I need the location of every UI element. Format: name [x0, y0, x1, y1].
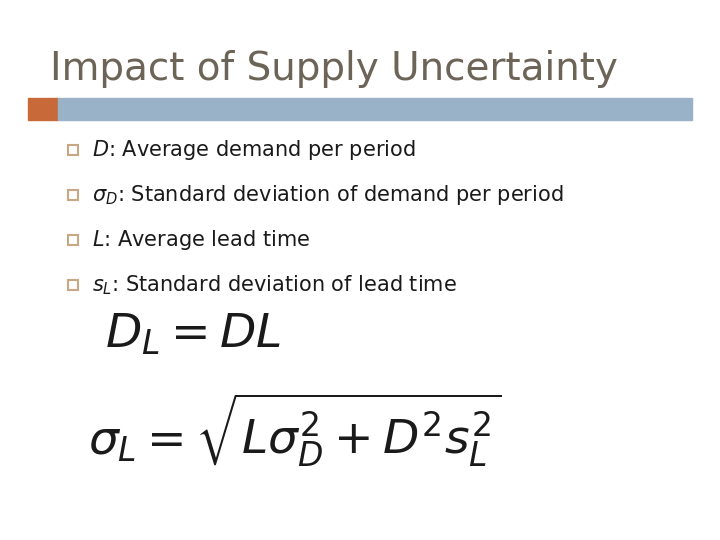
Bar [68, 235, 78, 245]
Bar [68, 145, 78, 155]
Bar [68, 190, 78, 200]
Text: Impact of Supply Uncertainty: Impact of Supply Uncertainty [50, 50, 618, 88]
Text: $\mathit{D}$: Average demand per period: $\mathit{D}$: Average demand per period [92, 138, 415, 162]
Bar [58, 98, 692, 120]
Bar [68, 280, 78, 290]
Bar [28, 98, 58, 120]
Text: $\mathit{D}_{L} = \mathit{D}\mathit{L}$: $\mathit{D}_{L} = \mathit{D}\mathit{L}$ [105, 312, 281, 357]
Text: $\sigma_{D}$: Standard deviation of demand per period: $\sigma_{D}$: Standard deviation of dema… [92, 183, 564, 207]
Text: $\mathit{s}_{L}$: Standard deviation of lead time: $\mathit{s}_{L}$: Standard deviation of … [92, 273, 457, 297]
Text: $\sigma_{L} = \sqrt{L\sigma_{D}^{2} + D^{2}s_{L}^{2}}$: $\sigma_{L} = \sqrt{L\sigma_{D}^{2} + D^… [88, 392, 501, 469]
Text: $\mathit{L}$: Average lead time: $\mathit{L}$: Average lead time [92, 228, 310, 252]
